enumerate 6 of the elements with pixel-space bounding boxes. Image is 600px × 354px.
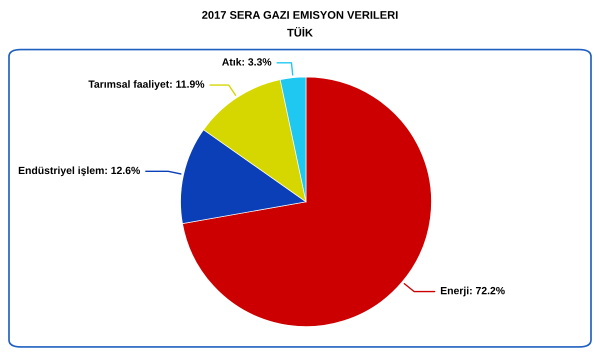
slice-label: Tarımsal faaliyet: 11.9% bbox=[88, 80, 204, 90]
slice-label: Atık: 3.3% bbox=[222, 58, 272, 66]
chart-subtitle: TÜİK bbox=[287, 27, 313, 37]
slice-label: Enerji: 72.2% bbox=[440, 286, 505, 296]
slice-label: Endüstriyel işlem: 12.6% bbox=[18, 166, 140, 176]
chart-title: 2017 SERA GAZI EMISYON VERILERI bbox=[202, 11, 398, 19]
